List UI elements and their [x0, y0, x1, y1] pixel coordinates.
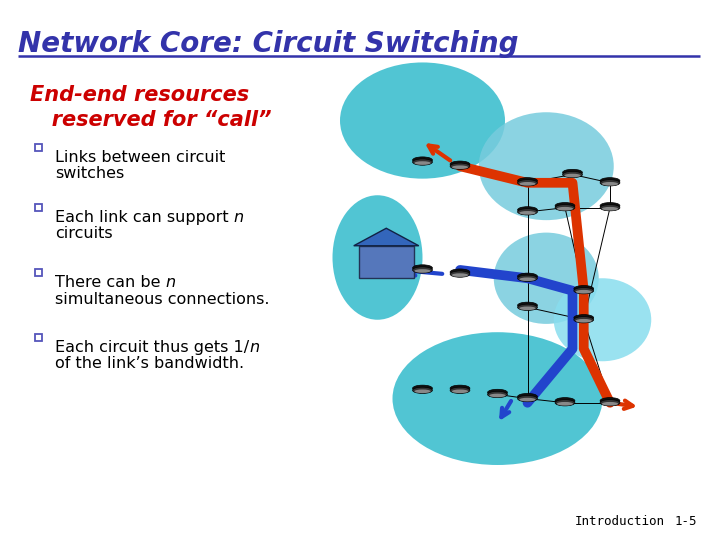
Ellipse shape — [600, 180, 620, 186]
Ellipse shape — [450, 161, 470, 167]
Ellipse shape — [450, 271, 470, 277]
FancyBboxPatch shape — [35, 269, 42, 276]
Ellipse shape — [494, 233, 599, 324]
Text: circuits: circuits — [55, 226, 112, 241]
Ellipse shape — [333, 195, 423, 320]
Ellipse shape — [450, 269, 470, 275]
Ellipse shape — [452, 165, 468, 169]
Ellipse shape — [555, 205, 575, 211]
Text: End-end resources: End-end resources — [30, 85, 249, 105]
Ellipse shape — [600, 400, 620, 406]
Ellipse shape — [576, 290, 592, 294]
Ellipse shape — [518, 180, 537, 186]
Text: Each link can support: Each link can support — [55, 210, 234, 225]
Ellipse shape — [518, 275, 537, 281]
Ellipse shape — [450, 163, 470, 170]
Ellipse shape — [602, 402, 618, 406]
Ellipse shape — [518, 395, 537, 402]
FancyBboxPatch shape — [35, 204, 42, 211]
Ellipse shape — [479, 112, 613, 220]
Ellipse shape — [392, 332, 603, 465]
Text: There can be: There can be — [55, 275, 166, 290]
Text: simultaneous connections.: simultaneous connections. — [55, 292, 269, 307]
Ellipse shape — [413, 265, 433, 271]
Ellipse shape — [518, 302, 537, 308]
Ellipse shape — [518, 394, 537, 400]
Ellipse shape — [574, 287, 594, 294]
Ellipse shape — [574, 315, 594, 321]
Ellipse shape — [487, 389, 508, 396]
FancyBboxPatch shape — [35, 334, 42, 341]
Ellipse shape — [564, 174, 580, 177]
Ellipse shape — [415, 389, 431, 393]
Ellipse shape — [415, 161, 431, 165]
Ellipse shape — [600, 205, 620, 211]
Text: Introduction: Introduction — [575, 515, 665, 528]
Ellipse shape — [555, 397, 575, 404]
Text: of the link’s bandwidth.: of the link’s bandwidth. — [55, 356, 244, 372]
Text: Links between circuit: Links between circuit — [55, 150, 225, 165]
Ellipse shape — [340, 63, 505, 179]
Text: Each circuit thus gets 1/: Each circuit thus gets 1/ — [55, 340, 249, 355]
Ellipse shape — [574, 316, 594, 323]
Ellipse shape — [602, 182, 618, 186]
Ellipse shape — [413, 385, 433, 392]
Ellipse shape — [600, 178, 620, 184]
Ellipse shape — [555, 202, 575, 209]
Ellipse shape — [576, 319, 592, 322]
Ellipse shape — [413, 157, 433, 163]
Ellipse shape — [519, 211, 536, 215]
FancyBboxPatch shape — [359, 246, 414, 278]
Ellipse shape — [519, 278, 536, 281]
Text: reserved for “call”: reserved for “call” — [30, 110, 271, 130]
Ellipse shape — [415, 269, 431, 273]
Ellipse shape — [562, 171, 582, 178]
Ellipse shape — [600, 397, 620, 404]
Text: n: n — [234, 210, 244, 225]
Ellipse shape — [554, 278, 652, 361]
Ellipse shape — [413, 159, 433, 165]
Ellipse shape — [450, 387, 470, 394]
Ellipse shape — [452, 273, 468, 277]
Ellipse shape — [413, 267, 433, 273]
Ellipse shape — [574, 286, 594, 292]
Ellipse shape — [413, 387, 433, 394]
Ellipse shape — [490, 394, 505, 397]
Ellipse shape — [562, 170, 582, 176]
Text: 1-5: 1-5 — [675, 515, 698, 528]
Ellipse shape — [602, 207, 618, 211]
Ellipse shape — [487, 392, 508, 397]
Ellipse shape — [519, 307, 536, 310]
Ellipse shape — [518, 273, 537, 279]
Ellipse shape — [557, 207, 573, 211]
Ellipse shape — [555, 400, 575, 406]
Text: n: n — [249, 340, 259, 355]
FancyBboxPatch shape — [35, 144, 42, 151]
Polygon shape — [354, 228, 419, 246]
Ellipse shape — [518, 208, 537, 215]
Ellipse shape — [518, 207, 537, 213]
Ellipse shape — [452, 389, 468, 393]
Ellipse shape — [519, 398, 536, 401]
Ellipse shape — [450, 385, 470, 392]
Ellipse shape — [518, 304, 537, 310]
Ellipse shape — [519, 182, 536, 186]
Text: n: n — [166, 275, 176, 290]
Text: switches: switches — [55, 166, 125, 181]
Text: Network Core: Circuit Switching: Network Core: Circuit Switching — [18, 30, 518, 58]
Ellipse shape — [518, 178, 537, 184]
Ellipse shape — [600, 202, 620, 209]
Ellipse shape — [557, 402, 573, 406]
